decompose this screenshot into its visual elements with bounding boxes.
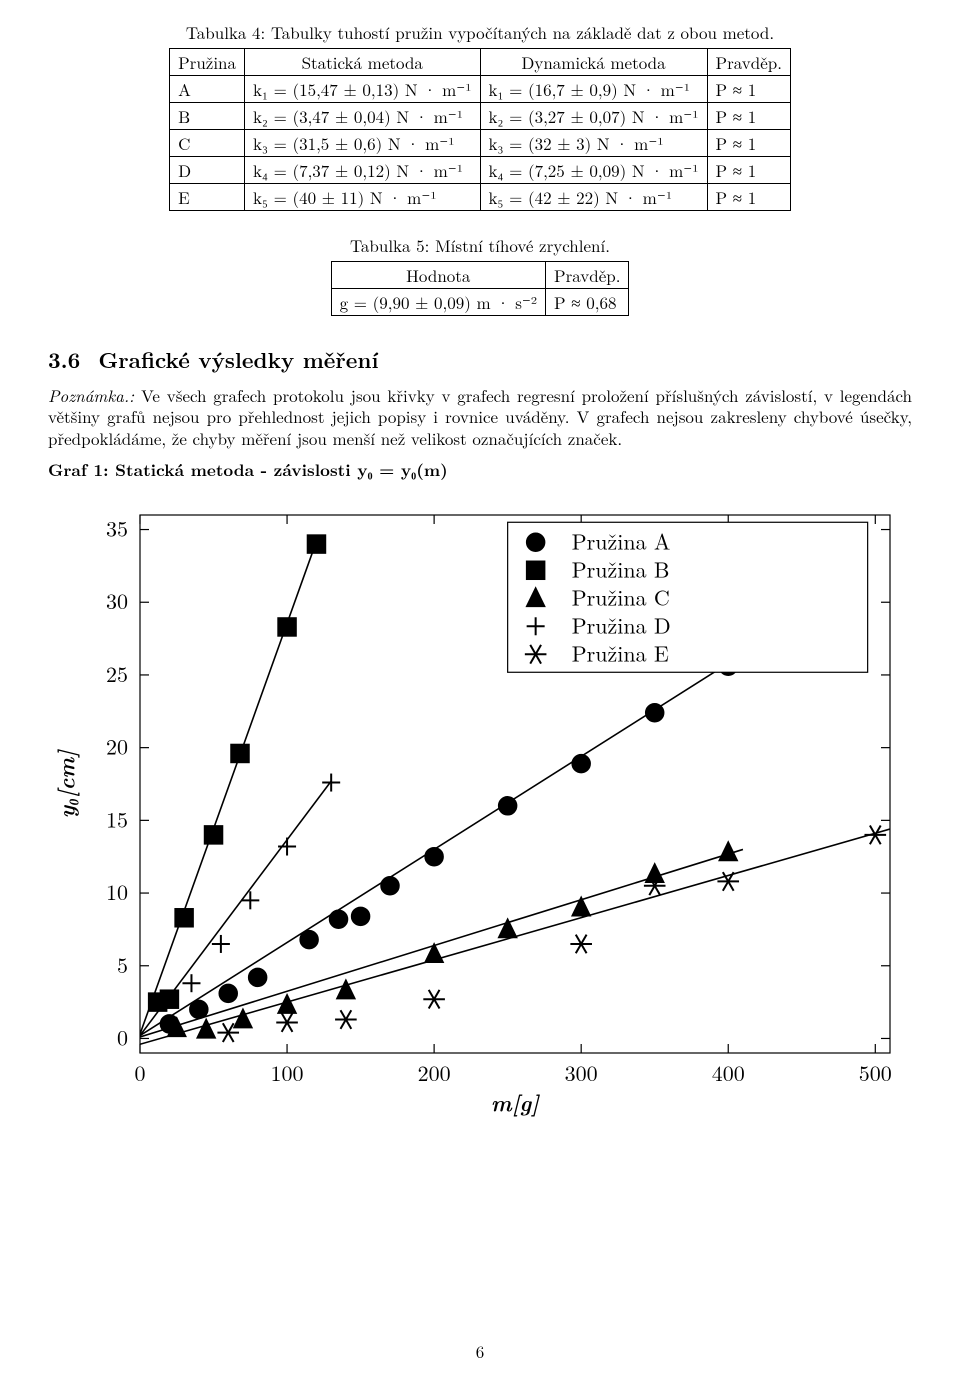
table4-caption: Tabulka 4: Tabulky tuhostí pružin vypočí… — [48, 20, 912, 44]
svg-text:20: 20 — [106, 731, 128, 762]
svg-text:300: 300 — [565, 1057, 598, 1088]
t4-h2: Dynamická metoda — [480, 49, 707, 76]
svg-text:5: 5 — [117, 949, 128, 980]
t4-h1: Statická metoda — [245, 49, 481, 76]
svg-text:500: 500 — [859, 1057, 892, 1088]
chart-svg: 0 100 200 300 400 500 0 5 10 15 20 25 30 35 m[g] y₀[cm]… — [50, 503, 910, 1123]
table5-wrap: Tabulka 5: Místní tíhové zrychlení. Hodn… — [48, 233, 912, 316]
t4-r1-c3: P ≈ 1 — [707, 103, 790, 130]
t4-r4-c1: k₅ = (40 ± 11) N · m⁻¹ — [245, 184, 481, 211]
table5-caption: Tabulka 5: Místní tíhové zrychlení. — [48, 233, 912, 257]
svg-text:25: 25 — [106, 658, 128, 689]
t5-c0: g = (9,90 ± 0,09) m · s⁻² — [331, 289, 545, 316]
t4-r0-c3: P ≈ 1 — [707, 76, 790, 103]
svg-text:200: 200 — [418, 1057, 451, 1088]
svg-text:m[g]: m[g] — [491, 1086, 540, 1118]
t4-r3-c2: k₄ = (7,25 ± 0,09) N · m⁻¹ — [480, 157, 707, 184]
svg-text:400: 400 — [712, 1057, 745, 1088]
page-number: 6 — [0, 1339, 960, 1363]
chart-graf1: 0 100 200 300 400 500 0 5 10 15 20 25 30 35 m[g] y₀[cm]… — [50, 503, 910, 1123]
graf1-title-text: Graf 1: Statická metoda - závislosti y₀ … — [48, 458, 448, 482]
graf1-title: Graf 1: Statická metoda - závislosti y₀ … — [48, 459, 912, 481]
t4-r3-c1: k₄ = (7,37 ± 0,12) N · m⁻¹ — [245, 157, 481, 184]
t4-r3-c3: P ≈ 1 — [707, 157, 790, 184]
t4-r1-c1: k₂ = (3,47 ± 0,04) N · m⁻¹ — [245, 103, 481, 130]
section-number: 3.6 — [48, 344, 80, 375]
table5: Hodnota Pravděp. g = (9,90 ± 0,09) m · s… — [331, 261, 630, 316]
t4-h0: Pružina — [170, 49, 245, 76]
t5-c1: P ≈ 0,68 — [546, 289, 629, 316]
section-title-text: Grafické výsledky měření — [98, 344, 378, 375]
t4-r2-c1: k₃ = (31,5 ± 0,6) N · m⁻¹ — [245, 130, 481, 157]
note-paragraph: Poznámka.: Ve všech grafech protokolu js… — [48, 385, 912, 449]
table4: Pružina Statická metoda Dynamická metoda… — [169, 48, 791, 211]
svg-text:30: 30 — [106, 585, 128, 616]
section-3.6-heading: 3.6 Grafické výsledky měření — [48, 344, 912, 375]
svg-text:Pružina A: Pružina A — [572, 525, 671, 556]
t4-r2-c0: C — [170, 130, 245, 157]
t4-r4-c2: k₅ = (42 ± 22) N · m⁻¹ — [480, 184, 707, 211]
t4-r3-c0: D — [170, 157, 245, 184]
svg-text:y₀[cm]: y₀[cm] — [50, 749, 81, 818]
svg-text:Pružina B: Pružina B — [572, 553, 670, 584]
t5-h1: Pravděp. — [546, 262, 629, 289]
svg-text:100: 100 — [271, 1057, 304, 1088]
t4-r0-c2: k₁ = (16,7 ± 0,9) N · m⁻¹ — [480, 76, 707, 103]
svg-text:0: 0 — [117, 1021, 128, 1052]
page-root: Tabulka 4: Tabulky tuhostí pružin vypočí… — [0, 0, 960, 1381]
t4-r1-c0: B — [170, 103, 245, 130]
t4-r0-c1: k₁ = (15,47 ± 0,13) N · m⁻¹ — [245, 76, 481, 103]
svg-text:Pružina E: Pružina E — [572, 637, 669, 668]
svg-text:0: 0 — [134, 1057, 145, 1088]
svg-text:35: 35 — [106, 513, 128, 544]
svg-text:Pružina C: Pružina C — [572, 581, 670, 612]
t4-r2-c3: P ≈ 1 — [707, 130, 790, 157]
t4-r4-c3: P ≈ 1 — [707, 184, 790, 211]
t4-r4-c0: E — [170, 184, 245, 211]
t4-h3: Pravděp. — [707, 49, 790, 76]
t4-r0-c0: A — [170, 76, 245, 103]
svg-text:10: 10 — [106, 876, 128, 907]
note-text: Ve všech grafech protokolu jsou křivky v… — [48, 383, 912, 450]
svg-text:Pružina D: Pružina D — [572, 609, 671, 640]
t4-r2-c2: k₃ = (32 ± 3) N · m⁻¹ — [480, 130, 707, 157]
t5-h0: Hodnota — [331, 262, 545, 289]
svg-text:15: 15 — [106, 803, 128, 834]
t4-r1-c2: k₂ = (3,27 ± 0,07) N · m⁻¹ — [480, 103, 707, 130]
